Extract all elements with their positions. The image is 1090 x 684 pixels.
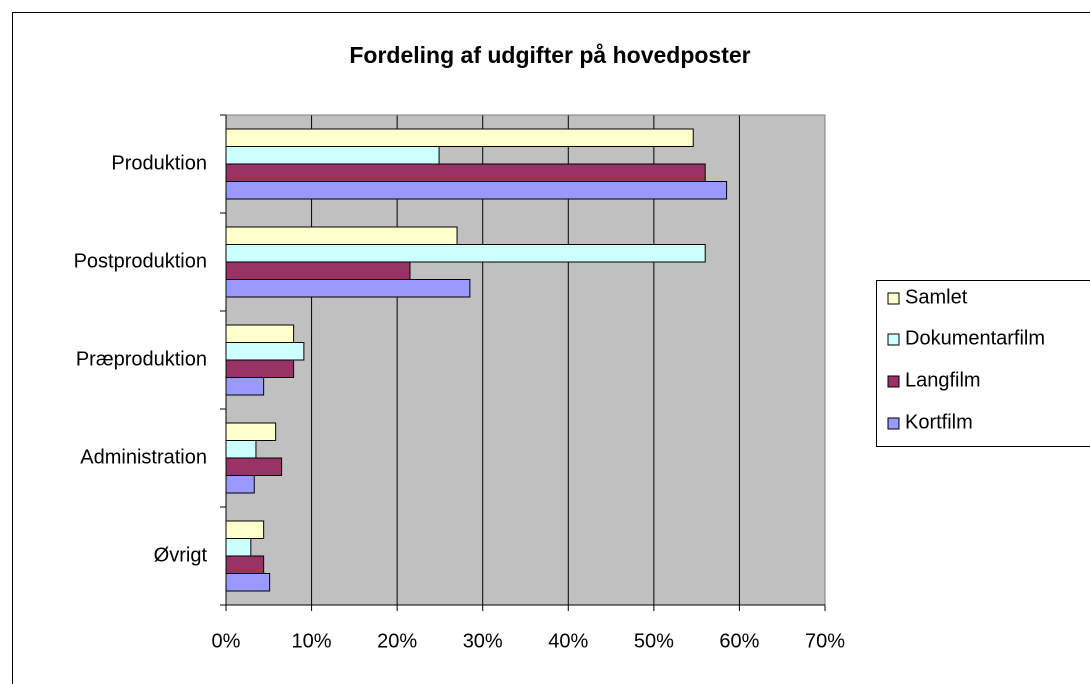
x-tick-label: 60% xyxy=(719,630,759,652)
x-tick-label: 10% xyxy=(292,630,332,652)
bar xyxy=(225,555,265,574)
legend-label: Kortfilm xyxy=(905,411,973,433)
bar xyxy=(225,422,277,441)
legend-label: Dokumentarfilm xyxy=(905,327,1045,349)
bar xyxy=(225,457,283,476)
x-tick-label: 40% xyxy=(548,630,588,652)
y-tick-label: Øvrigt xyxy=(154,544,208,566)
legend-swatch xyxy=(887,292,900,305)
bar xyxy=(225,261,411,280)
y-tick-label: Produktion xyxy=(111,152,207,174)
bar xyxy=(225,163,706,182)
bar xyxy=(225,573,271,592)
bar xyxy=(225,377,265,396)
y-tick-label: Administration xyxy=(80,446,207,468)
bar xyxy=(225,146,440,165)
bar xyxy=(225,324,295,343)
x-tick-label: 20% xyxy=(377,630,417,652)
chart-title: Fordeling af udgifter på hovedposter xyxy=(349,42,750,68)
legend xyxy=(876,280,1090,447)
bar xyxy=(225,520,265,539)
bar xyxy=(225,440,257,459)
bar xyxy=(225,279,471,298)
legend-swatch xyxy=(887,417,900,430)
legend-label: Langfilm xyxy=(905,369,981,391)
y-tick-label: Postproduktion xyxy=(74,250,207,272)
bar xyxy=(225,342,305,361)
bar xyxy=(225,359,295,378)
x-tick-label: 50% xyxy=(634,630,674,652)
bar xyxy=(225,538,252,557)
bar xyxy=(225,181,728,200)
legend-label: Samlet xyxy=(905,286,968,308)
bar xyxy=(225,475,255,494)
bar xyxy=(225,226,458,245)
y-tick-label: Præproduktion xyxy=(76,348,207,370)
bar xyxy=(225,128,694,147)
x-tick-label: 0% xyxy=(212,630,241,652)
x-tick-label: 30% xyxy=(463,630,503,652)
legend-swatch xyxy=(887,375,900,388)
bar xyxy=(225,244,706,263)
x-tick-label: 70% xyxy=(805,630,845,652)
legend-swatch xyxy=(887,333,900,346)
